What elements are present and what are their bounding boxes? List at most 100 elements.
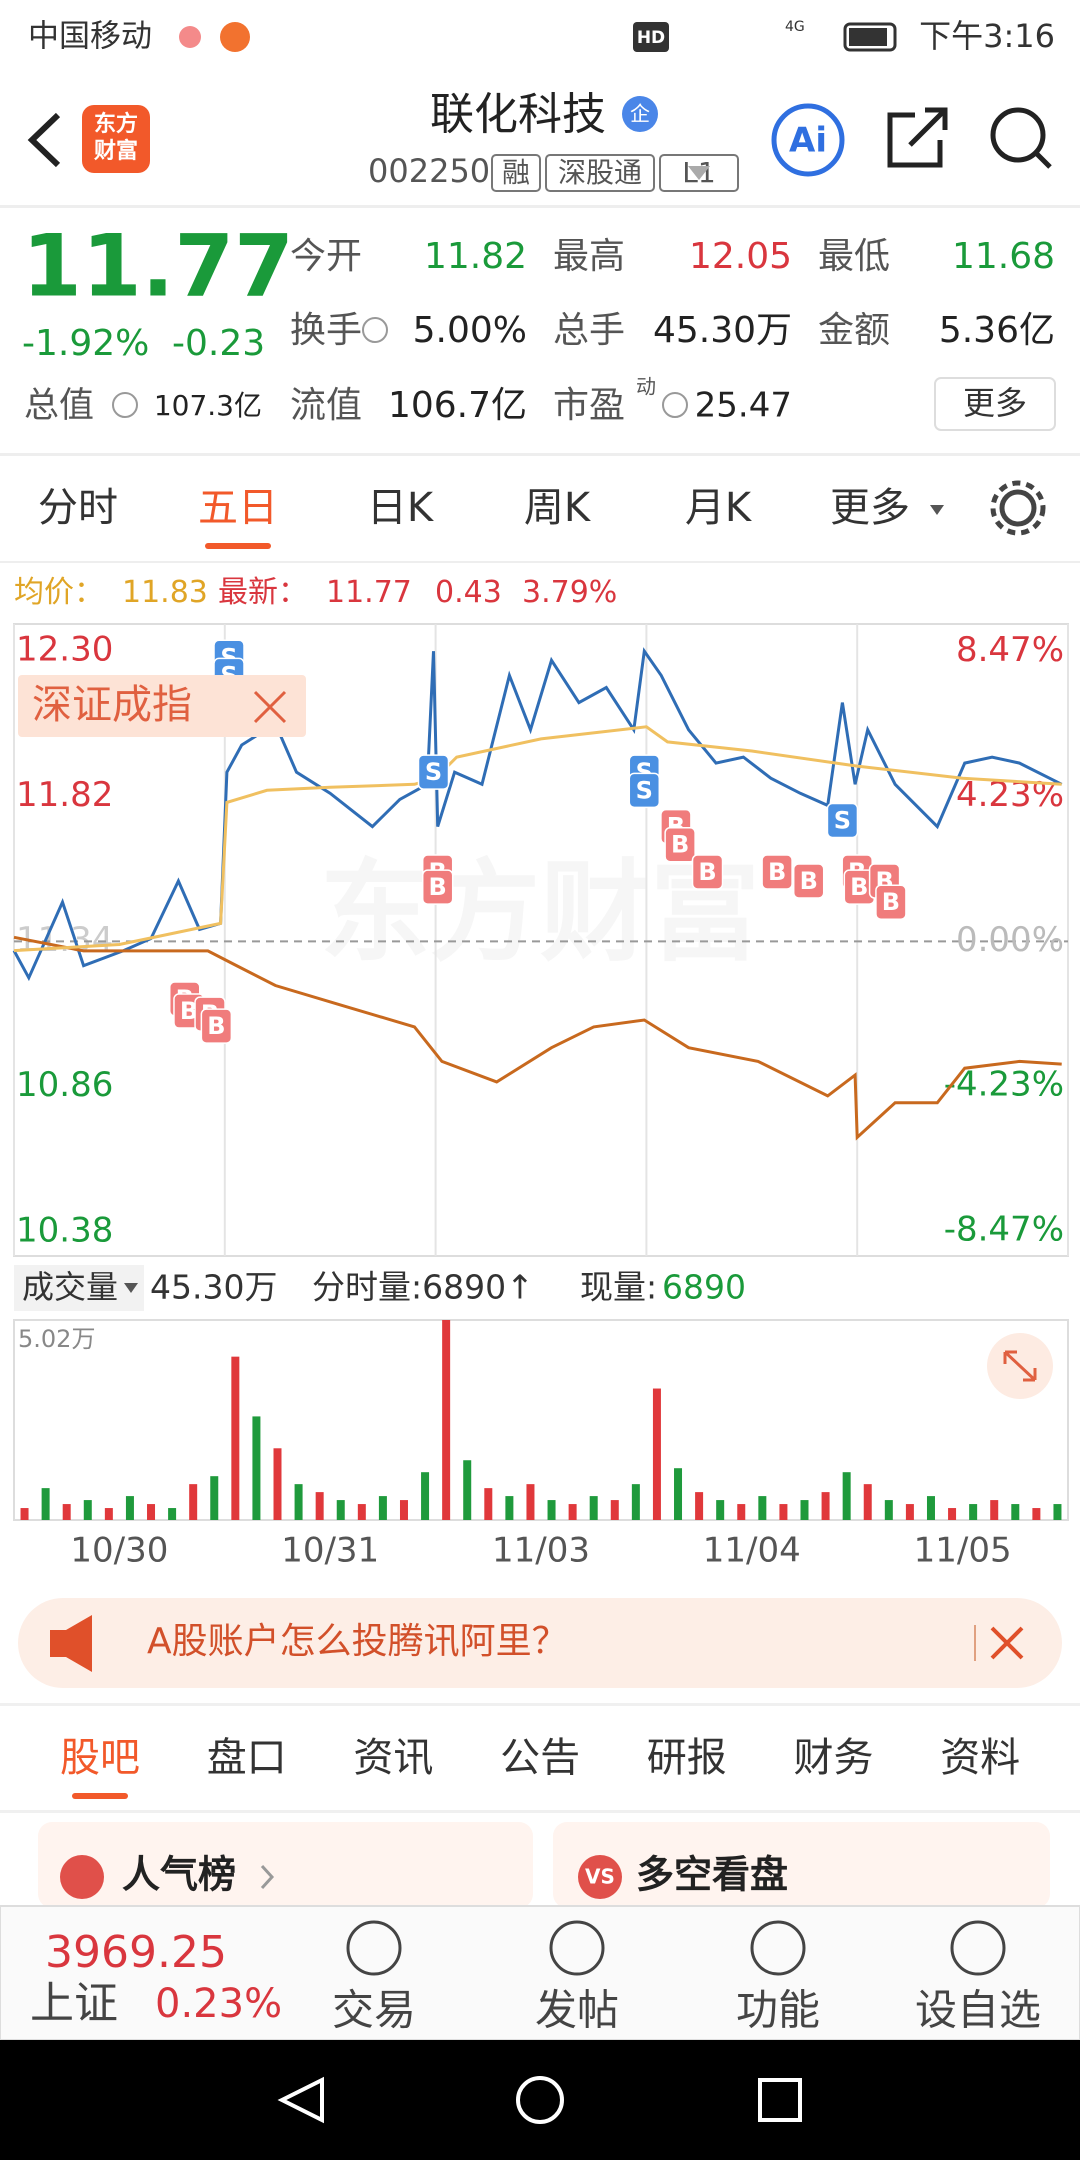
trade-marker-label: B (671, 831, 689, 859)
volume-bar (716, 1500, 725, 1520)
volume-bar (547, 1500, 556, 1520)
trade-marker (761, 854, 793, 890)
settings-button[interactable] (999, 489, 1037, 527)
back-button[interactable] (27, 112, 61, 168)
section-tab[interactable]: 资料 (940, 1735, 1020, 1781)
field-label: 总手 (553, 310, 625, 351)
nav-recent[interactable] (758, 2078, 802, 2122)
tab[interactable]: 月K (685, 485, 753, 531)
dropdown[interactable] (688, 166, 710, 180)
trade-marker-label: B (429, 873, 447, 901)
section-tab[interactable]: 公告 (500, 1735, 580, 1781)
card[interactable] (553, 1822, 1050, 1908)
button-icon (950, 1920, 1006, 1976)
y2-tick-label: 0.00% (956, 920, 1064, 960)
tab-underline (205, 543, 271, 549)
button-label[interactable]: 发帖 (535, 1986, 619, 2035)
button-label[interactable]: 设自选 (915, 1986, 1041, 2035)
ai-button[interactable] (771, 103, 845, 177)
trade-marker (421, 869, 454, 905)
card-icon-text: VS (585, 1865, 615, 1889)
trade-marker-label: S (425, 758, 442, 786)
volume-bar (442, 1320, 451, 1520)
tag (545, 154, 655, 192)
legend-close[interactable] (253, 690, 287, 724)
change: -0.23 (172, 323, 265, 364)
x-tick-label: 11/05 (914, 1531, 1012, 1571)
more-label: 更多 (963, 384, 1027, 422)
volume-select[interactable] (14, 1265, 144, 1311)
section-tab[interactable]: 盘口 (207, 1735, 287, 1781)
section-tab[interactable]: 股吧 (60, 1735, 140, 1781)
tab[interactable]: 分时 (38, 485, 118, 531)
network: 4G (785, 19, 805, 35)
search-handle (1034, 151, 1052, 169)
volume-bar (948, 1508, 957, 1520)
x-tick-label: 11/03 (492, 1531, 590, 1571)
section-tab[interactable]: 研报 (647, 1735, 727, 1781)
field-label: 换手 (290, 310, 362, 351)
change-pct: -1.92% (22, 323, 149, 364)
latest-value: 11.77 (326, 575, 412, 610)
volume-bar (926, 1496, 935, 1520)
section-underline (72, 1793, 128, 1799)
volume-bar (505, 1496, 514, 1520)
volume-bar (252, 1416, 261, 1520)
volume-total: 45.30万 (150, 1268, 277, 1307)
volume-bar (821, 1492, 830, 1520)
volume-bar (20, 1508, 29, 1520)
tab[interactable]: 更多 (830, 485, 910, 531)
tab[interactable]: 五日 (198, 485, 278, 531)
field-value: 106.7亿 (388, 385, 527, 426)
field-value: 12.05 (689, 236, 792, 277)
trade-marker-label: B (850, 873, 868, 901)
nav-back[interactable] (277, 2076, 324, 2124)
dropdown (124, 1283, 138, 1293)
badge-text: 企 (630, 102, 650, 126)
trade-marker (875, 884, 907, 920)
volume-bar (863, 1484, 872, 1520)
y-tick-label: 12.30 (16, 630, 113, 670)
index-value: 3969.25 (45, 1927, 227, 1978)
button-icon (750, 1920, 806, 1976)
dropdown (930, 505, 944, 515)
volume-bar (399, 1500, 408, 1520)
volume-tick-label: 5.02万 (18, 1325, 95, 1353)
bottom-bar (0, 1905, 1080, 2041)
volume-bar (1032, 1508, 1041, 1520)
hd-icon (633, 22, 669, 52)
info-icon (362, 317, 388, 343)
info-line: 均价： 11.83 最新： 11.77 0.43 3.79% (14, 575, 617, 610)
volume-bar (336, 1500, 345, 1520)
volume-label: 成交量 (22, 1268, 118, 1306)
divider (0, 561, 1080, 563)
search-button[interactable] (990, 107, 1046, 163)
index-pct: 0.23% (155, 1981, 282, 2027)
button-label[interactable]: 交易 (332, 1986, 416, 2035)
section-tab[interactable]: 资讯 (353, 1735, 433, 1781)
card[interactable] (38, 1822, 533, 1908)
volume-bar (357, 1504, 366, 1520)
more-button[interactable] (934, 377, 1056, 431)
trade-marker-label: B (698, 858, 716, 886)
tab[interactable]: 周K (524, 485, 592, 531)
banner[interactable] (18, 1598, 1062, 1688)
section-tab[interactable]: 财务 (794, 1735, 874, 1781)
field-label: 今开 (290, 236, 362, 277)
volume-bar (758, 1496, 767, 1520)
field-label: 最高 (553, 236, 625, 277)
divider (0, 1703, 1080, 1706)
tab[interactable]: 日K (367, 485, 435, 531)
volume-bar (905, 1504, 914, 1520)
megaphone (50, 1615, 92, 1672)
nav-home[interactable] (516, 2076, 564, 2124)
card-icon (60, 1855, 104, 1899)
button-label[interactable]: 功能 (736, 1986, 820, 2035)
share-button[interactable] (887, 107, 948, 168)
banner-close[interactable] (990, 1626, 1024, 1660)
latest-pct: 3.79% (522, 575, 617, 610)
hd: HD (637, 28, 665, 48)
legend-tag[interactable] (18, 675, 306, 737)
volume-bar (737, 1504, 746, 1520)
